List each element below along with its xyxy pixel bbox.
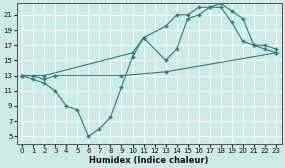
X-axis label: Humidex (Indice chaleur): Humidex (Indice chaleur) [89, 156, 209, 164]
